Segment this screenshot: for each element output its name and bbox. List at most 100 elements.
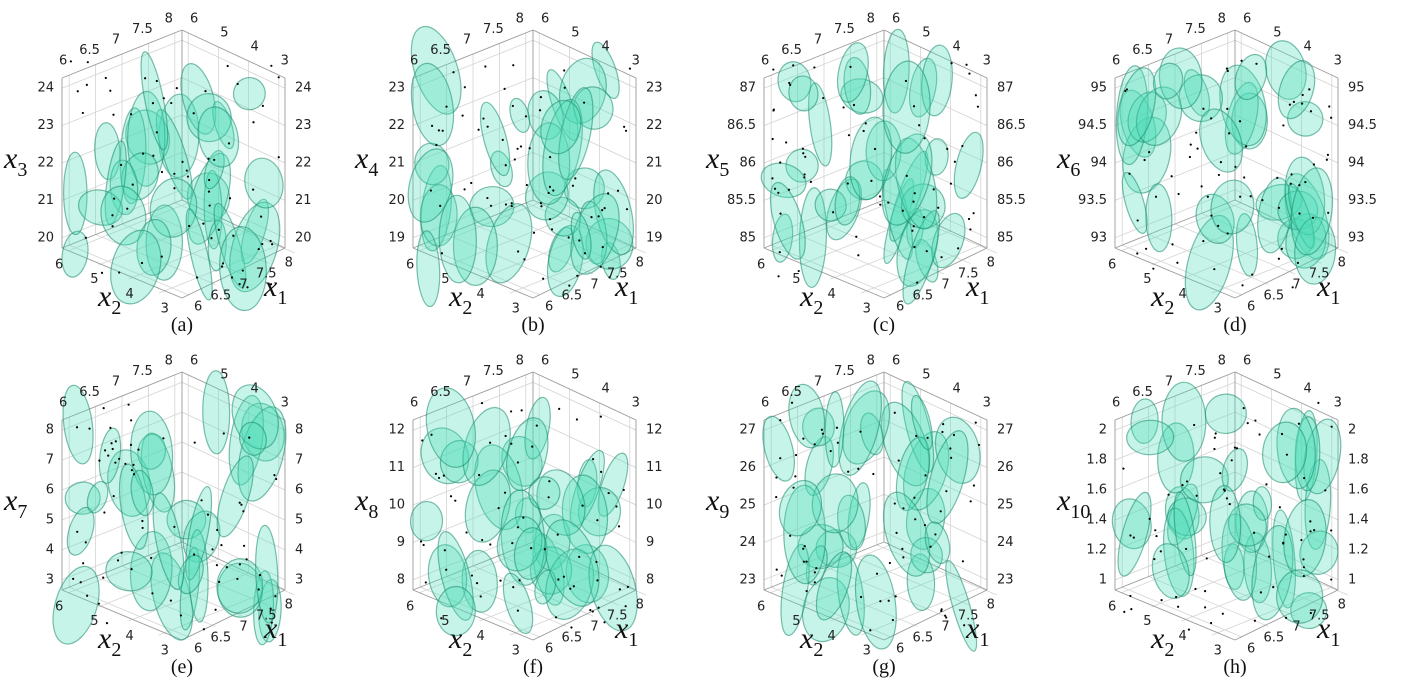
sample-point (519, 145, 523, 148)
isosurface (778, 479, 822, 537)
x2-tick-label: 3 (983, 396, 991, 411)
sample-point (445, 568, 448, 571)
sample-point (511, 104, 514, 108)
grid-line (499, 555, 620, 606)
panel: 3 34 45 56 67 78 8666.56.5777.57.58866554433x7… (3, 353, 303, 678)
grid-line (69, 586, 190, 638)
x2-tick-label: 4 (125, 287, 133, 302)
isosurface (843, 56, 872, 115)
z-tick-label: 1.2 (1086, 542, 1107, 557)
z-tick-label: 86.5 (727, 118, 756, 133)
box-edge (532, 199, 637, 249)
sample-point (595, 560, 598, 564)
z-axis-label-sub: 7 (17, 501, 27, 523)
sample-point (777, 275, 780, 278)
x1-tick-label: 8 (1338, 256, 1346, 271)
sample-point (1282, 124, 1285, 127)
sample-point (185, 169, 188, 172)
sample-point (540, 205, 543, 208)
grid-line (800, 558, 921, 608)
box-edge (181, 199, 286, 249)
sample-point (88, 427, 91, 430)
sample-point (1194, 587, 1197, 591)
x2-tick-label: 4 (827, 629, 835, 644)
sample-point (878, 195, 882, 198)
x1-tick-label: 6.5 (1263, 631, 1284, 646)
sample-point (238, 501, 241, 504)
sample-point (200, 499, 203, 502)
sample-point (531, 445, 534, 448)
sample-point (912, 225, 915, 228)
x2-axis-label-sub: 2 (813, 297, 823, 319)
sample-point (780, 574, 783, 577)
sample-point (430, 124, 434, 127)
sample-point (589, 609, 592, 612)
x2-tick-label: 4 (601, 40, 609, 55)
sample-point (617, 525, 621, 528)
sample-point (879, 203, 882, 206)
sample-point (1129, 594, 1132, 598)
x2-tick-label: 5 (571, 367, 579, 382)
x2-tick-label: 6 (541, 11, 549, 26)
isosurface (407, 148, 454, 223)
sample-point (1225, 497, 1228, 500)
isosurface (213, 202, 247, 289)
sample-point (1185, 480, 1189, 483)
box-edge (61, 541, 183, 591)
sample-point (1276, 176, 1279, 179)
sample-point (1206, 195, 1209, 198)
grid-line (181, 152, 286, 201)
sample-point (607, 192, 610, 195)
sample-point (440, 617, 443, 620)
sample-point (802, 437, 805, 440)
z-tick-label: 19 (646, 230, 663, 245)
isosurface (244, 157, 284, 209)
grid-line (797, 576, 918, 627)
sample-point (1136, 252, 1139, 255)
x1-tick-label: 6.5 (210, 631, 231, 646)
sample-point (803, 545, 806, 548)
sample-point (155, 79, 158, 83)
sample-point (130, 469, 134, 472)
x2-tick-label: 6 (406, 258, 414, 273)
isosurface (945, 559, 978, 652)
sample-point (547, 496, 550, 499)
sample-point (118, 457, 121, 460)
sample-point (228, 197, 232, 200)
sample-point (274, 595, 277, 598)
sample-point (437, 476, 441, 480)
sample-point (835, 426, 839, 429)
sample-point (805, 560, 808, 563)
sample-point (1123, 610, 1126, 613)
sample-point (915, 434, 918, 438)
sample-point (852, 103, 856, 107)
sample-point (497, 507, 500, 510)
grid-line (158, 586, 279, 636)
isosurface (801, 577, 850, 643)
sample-point (601, 245, 604, 249)
isosurface (895, 436, 931, 512)
sample-point (441, 129, 444, 132)
sample-point (207, 190, 211, 193)
sample-point (772, 108, 775, 111)
sample-point (901, 547, 904, 551)
sample-point (857, 254, 860, 257)
sample-point (489, 543, 492, 546)
sample-point (1300, 102, 1304, 105)
x1-tick-label: 6.5 (210, 289, 231, 304)
x1-tick-label: 6.5 (912, 631, 933, 646)
x1-tick-label: 6 (1112, 396, 1120, 411)
sample-point (1155, 534, 1158, 538)
sample-point (773, 187, 777, 190)
sample-point (1204, 606, 1207, 609)
sample-point (271, 243, 274, 246)
z-axis-label-sub: 9 (719, 501, 729, 523)
sample-point (270, 621, 273, 624)
isosurface (1276, 569, 1324, 624)
sample-point (1328, 105, 1331, 108)
x1-tick-label: 8 (1338, 598, 1346, 613)
isosurface (1126, 419, 1175, 456)
sample-point (804, 155, 807, 158)
sample-point (864, 122, 867, 125)
grid-line (95, 234, 216, 285)
